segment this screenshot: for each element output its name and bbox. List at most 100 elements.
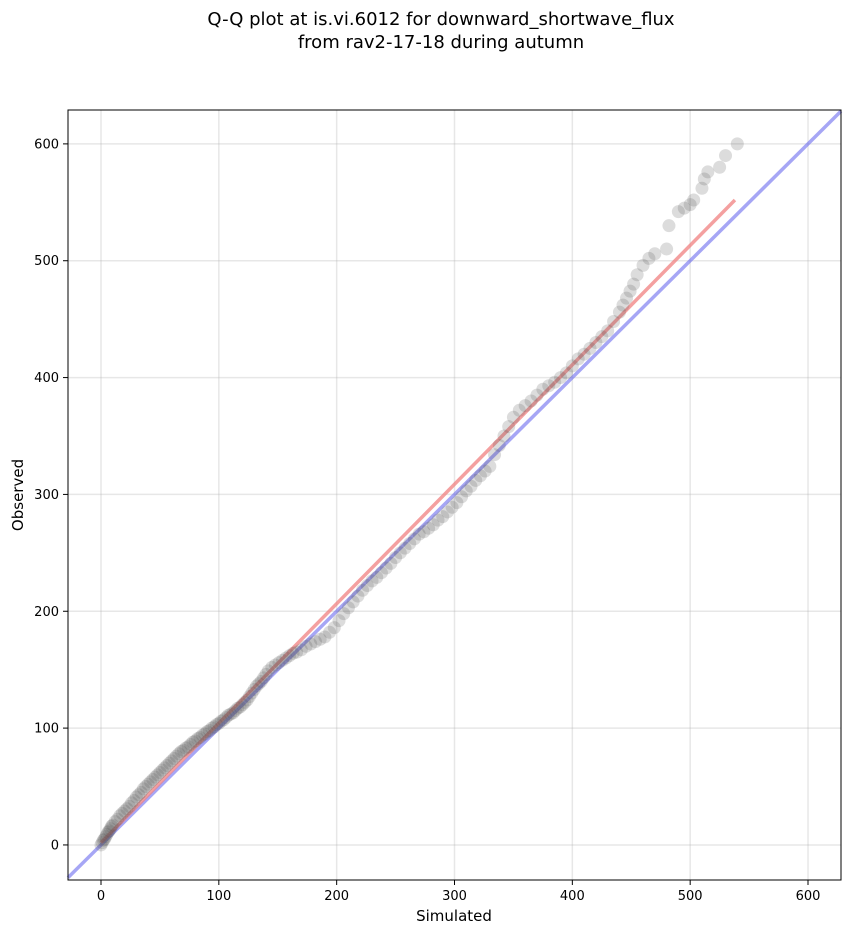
data-point xyxy=(245,686,259,700)
data-point xyxy=(524,394,538,408)
data-point xyxy=(153,766,167,780)
data-point xyxy=(318,630,332,644)
data-point xyxy=(247,683,261,697)
regression-fit-line xyxy=(99,198,737,844)
x-tick-label: 100 xyxy=(206,889,231,904)
data-point xyxy=(134,785,148,799)
data-point xyxy=(488,448,502,462)
data-point xyxy=(272,656,286,670)
data-point xyxy=(559,366,573,380)
reference-line-1to1 xyxy=(66,109,843,879)
data-point xyxy=(595,330,609,344)
data-point xyxy=(542,379,556,393)
x-tick-label: 600 xyxy=(796,889,821,904)
data-point xyxy=(393,546,407,560)
data-point xyxy=(473,469,487,483)
data-point xyxy=(261,664,275,678)
data-point xyxy=(294,643,308,657)
data-point xyxy=(172,747,186,761)
data-point xyxy=(96,833,110,847)
data-point xyxy=(351,589,365,603)
data-point xyxy=(283,649,297,663)
data-point xyxy=(323,625,337,639)
y-tick-label: 600 xyxy=(34,137,59,152)
data-point xyxy=(407,532,421,546)
data-point xyxy=(160,758,174,772)
data-point xyxy=(106,818,120,832)
data-point xyxy=(235,698,249,712)
data-point xyxy=(179,741,193,755)
data-point xyxy=(469,473,483,487)
data-point xyxy=(195,728,209,742)
data-point xyxy=(217,713,231,727)
data-point xyxy=(565,359,579,373)
data-point xyxy=(497,429,511,443)
data-point xyxy=(143,775,157,789)
data-point xyxy=(184,737,198,751)
data-point xyxy=(110,812,124,826)
data-point xyxy=(231,701,245,715)
data-point xyxy=(719,149,733,163)
data-point xyxy=(332,614,346,628)
data-point xyxy=(370,570,384,584)
data-point xyxy=(238,695,252,709)
data-point xyxy=(105,819,119,833)
data-point xyxy=(299,639,313,653)
data-point xyxy=(174,744,188,758)
data-point xyxy=(697,172,711,186)
data-point xyxy=(502,420,516,434)
data-point xyxy=(268,658,282,672)
data-point xyxy=(122,799,136,813)
data-point xyxy=(254,674,268,688)
data-point xyxy=(403,536,417,550)
x-tick-label: 0 xyxy=(97,889,105,904)
data-point xyxy=(577,347,591,361)
data-point xyxy=(158,761,172,775)
data-point xyxy=(662,219,676,233)
data-point xyxy=(548,375,562,389)
data-point xyxy=(100,827,114,841)
data-point xyxy=(113,809,127,823)
data-point xyxy=(165,754,179,768)
data-point xyxy=(141,777,155,791)
data-point xyxy=(176,743,190,757)
data-point xyxy=(250,679,264,693)
data-point xyxy=(205,721,219,735)
data-point xyxy=(207,720,221,734)
data-point xyxy=(455,490,469,504)
data-point xyxy=(713,160,727,174)
y-tick-label: 100 xyxy=(34,722,59,737)
data-point xyxy=(379,561,393,575)
data-point xyxy=(648,247,662,261)
data-point xyxy=(221,708,235,722)
y-axis-label: Observed xyxy=(9,459,27,531)
data-point xyxy=(554,371,568,385)
data-point xyxy=(146,773,160,787)
data-point xyxy=(132,788,146,802)
data-point xyxy=(601,324,615,338)
data-point xyxy=(265,660,279,674)
data-point xyxy=(252,677,266,691)
data-point xyxy=(630,268,644,282)
data-point xyxy=(464,479,478,493)
data-point xyxy=(259,667,273,681)
data-point xyxy=(642,251,656,265)
data-point xyxy=(167,751,181,765)
data-point xyxy=(677,201,691,215)
data-point xyxy=(616,298,630,312)
data-point xyxy=(518,399,532,413)
data-point xyxy=(125,796,139,810)
data-point xyxy=(327,621,341,635)
data-point xyxy=(440,505,454,519)
data-point xyxy=(148,770,162,784)
x-tick-label: 300 xyxy=(442,889,467,904)
data-point xyxy=(687,193,701,207)
data-point xyxy=(571,352,585,366)
data-point xyxy=(286,646,300,660)
x-axis-label: Simulated xyxy=(416,907,492,925)
data-point xyxy=(257,671,271,685)
gridlines xyxy=(68,110,841,880)
data-point xyxy=(426,518,440,532)
data-point xyxy=(422,521,436,535)
data-point xyxy=(94,838,108,852)
